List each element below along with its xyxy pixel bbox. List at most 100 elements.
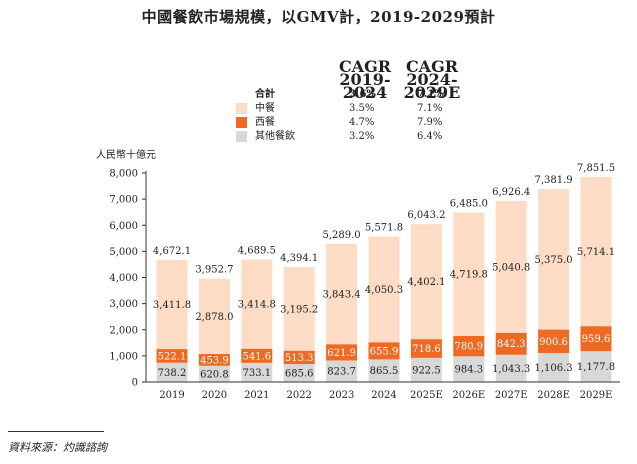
y-tick-label: 5,000: [109, 247, 138, 258]
bar-segment: [580, 176, 612, 327]
total-label: 4,689.5: [238, 245, 276, 256]
data-label: 621.9: [327, 348, 356, 359]
data-label: 5,714.1: [577, 247, 615, 258]
y-tick-label: 3,000: [109, 299, 138, 310]
data-label: 842.3: [497, 339, 526, 350]
total-label: 4,394.1: [280, 253, 318, 264]
bar-segment: [241, 362, 273, 382]
bar-segment: [495, 354, 527, 382]
y-tick-label: 4,000: [109, 273, 138, 284]
bar-segment: [198, 365, 230, 382]
cagr-row-total-v1: 3.6%: [349, 89, 376, 100]
total-label: 7,381.9: [535, 175, 573, 186]
source-note: 資料來源：灼識諮詢: [8, 441, 107, 454]
data-label: 738.2: [158, 368, 187, 379]
cagr-header-1: CAGR 2019-2024: [325, 59, 405, 102]
bar-segment: [538, 189, 570, 330]
bar-segment: [580, 326, 612, 352]
bar-segment: [410, 357, 442, 382]
cagr-row-total-label: 合計: [255, 89, 275, 100]
y-tick-label: 6,000: [109, 221, 138, 232]
x-tick-label: 2022: [286, 390, 311, 401]
legend-swatch-other: [236, 131, 247, 142]
data-label: 453.9: [200, 355, 229, 366]
bar-segment: [156, 349, 188, 363]
x-tick-label: 2027E: [495, 390, 528, 401]
data-label: 620.8: [200, 369, 229, 380]
bar-segment: [410, 224, 442, 340]
bar-segment: [283, 267, 315, 351]
bar-segment: [283, 350, 315, 365]
bar-segment: [453, 335, 485, 357]
data-label: 3,411.8: [153, 300, 191, 311]
bar-segment: [326, 360, 358, 382]
y-tick-label: 7,000: [109, 195, 138, 206]
cagr-header-2: CAGR 2024-2029E: [392, 59, 472, 101]
x-tick-label: 2024: [371, 390, 396, 401]
data-label: 513.3: [285, 353, 314, 364]
data-label: 2,878.0: [195, 312, 233, 323]
bar-segment: [495, 332, 527, 355]
x-tick-label: 2023: [329, 390, 354, 401]
total-label: 6,485.0: [450, 199, 488, 210]
x-tick-label: 2021: [244, 390, 269, 401]
x-tick-label: 2020: [202, 390, 227, 401]
bar-segment: [198, 353, 230, 366]
bar-segment: [495, 201, 527, 333]
total-label: 4,672.1: [153, 246, 191, 257]
cagr-row-western-label: 西餐: [255, 117, 275, 128]
bar-segment: [538, 353, 570, 382]
data-label: 733.1: [242, 368, 271, 379]
cagr-row-total-v2: 7.1%: [417, 89, 444, 100]
y-axis-unit-label: 人民幣十億元: [96, 150, 156, 161]
cagr-header-1-line2: 2019-2024: [339, 70, 391, 102]
x-tick-label: 2019: [159, 390, 184, 401]
cagr-row-other-label: 其他餐飲: [255, 131, 295, 142]
chart-title: 中國餐飲市場規模，以GMV計，2019-2029預計: [141, 8, 496, 26]
bar-segment: [326, 344, 358, 361]
data-label: 3,843.4: [323, 290, 361, 301]
data-label: 718.6: [412, 344, 441, 355]
cagr-row-chinese-v2: 7.1%: [417, 103, 443, 114]
data-label: 4,719.8: [450, 270, 488, 281]
bar-segment: [198, 278, 230, 354]
cagr-row-chinese-v1: 3.5%: [349, 103, 375, 114]
bar-segment: [580, 351, 612, 382]
data-label: 541.6: [242, 351, 271, 362]
total-label: 3,952.7: [195, 265, 233, 276]
data-label: 780.9: [454, 342, 483, 353]
data-label: 1,106.3: [535, 363, 573, 374]
y-tick-label: 2,000: [109, 325, 138, 336]
bar-segment: [368, 359, 400, 382]
data-label: 3,414.8: [238, 300, 276, 311]
total-label: 5,289.0: [323, 230, 361, 241]
bar-segment: [538, 329, 570, 354]
data-label: 522.1: [158, 351, 187, 362]
bar-segment: [410, 339, 442, 358]
data-label: 655.9: [370, 346, 399, 357]
data-label: 823.7: [327, 367, 356, 378]
data-label: 3,195.2: [280, 304, 318, 315]
cagr-row-other-v1: 3.2%: [349, 131, 375, 142]
bar-segment: [453, 212, 485, 336]
y-tick-label: 8,000: [109, 169, 138, 180]
bar-segment: [453, 356, 485, 382]
data-label: 1,043.3: [492, 364, 530, 375]
bar-segment: [241, 348, 273, 363]
bar-segment: [368, 236, 400, 343]
data-label: 4,050.3: [365, 285, 403, 296]
bar-segment: [283, 364, 315, 382]
source-divider: [8, 431, 104, 432]
x-tick-label: 2025E: [410, 390, 443, 401]
cagr-row-western-v2: 7.9%: [417, 117, 443, 128]
data-label: 922.5: [412, 365, 441, 376]
bar-segment: [241, 259, 273, 349]
cagr-row-western: 西餐 4.7% 7.9%: [236, 116, 496, 130]
bar-segment: [326, 243, 358, 345]
cagr-row-other-v2: 6.4%: [417, 131, 443, 142]
data-label: 959.6: [582, 334, 611, 345]
data-label: 685.6: [285, 369, 314, 380]
bar-segment: [368, 342, 400, 360]
data-label: 1,177.8: [577, 362, 615, 373]
